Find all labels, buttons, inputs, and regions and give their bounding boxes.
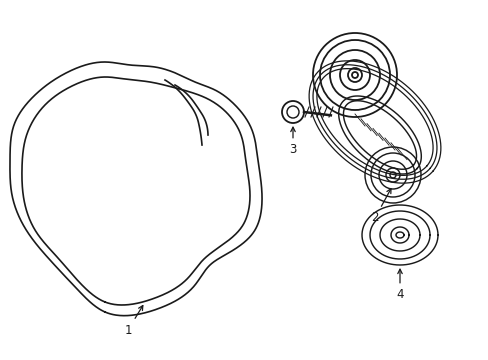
- Text: 1: 1: [124, 306, 142, 337]
- Text: 2: 2: [370, 189, 390, 225]
- Text: 4: 4: [395, 269, 403, 301]
- Text: 3: 3: [289, 127, 296, 157]
